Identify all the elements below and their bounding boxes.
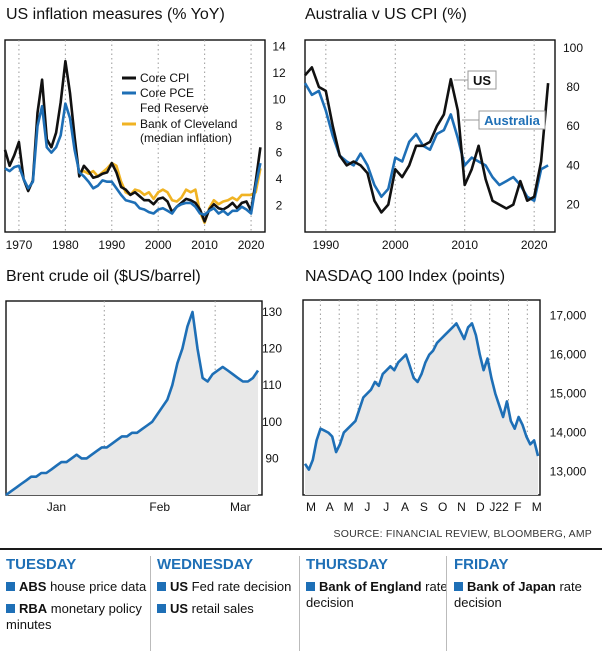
legend-label: Bank of Cleveland [140, 117, 237, 131]
bullet-square-icon [157, 604, 166, 613]
area-fill [6, 312, 258, 495]
bullet-square-icon [157, 582, 166, 591]
x-tick-label: O [438, 500, 447, 514]
y-tick-label: 20 [566, 198, 580, 212]
column-divider [299, 556, 300, 651]
y-tick-label: 4 [276, 172, 283, 186]
x-tick-label: 2000 [145, 238, 172, 252]
bullet-square-icon [306, 582, 315, 591]
y-tick-label: 14,000 [550, 426, 587, 440]
bullet-square-icon [454, 582, 463, 591]
x-tick-label: Jan [47, 500, 66, 514]
day-label: THURSDAY [306, 556, 388, 573]
x-tick-label: Mar [230, 500, 251, 514]
chart4-title: NASDAQ 100 Index (points) [305, 268, 506, 285]
calendar-thursday: THURSDAY Bank of England rate decision [306, 556, 451, 617]
x-tick-label: 2010 [191, 238, 218, 252]
series-line-nasdaq [303, 322, 540, 471]
series-line-australia [303, 82, 549, 202]
y-tick-label: 2 [276, 199, 283, 213]
calendar-item: US Fed rate decision [157, 579, 302, 595]
divider-rule [0, 548, 602, 550]
x-tick-label: 2010 [451, 238, 478, 252]
chart3-title: Brent crude oil ($US/barrel) [6, 268, 201, 285]
series-line-brent [5, 310, 260, 497]
x-tick-label: A [326, 500, 334, 514]
x-tick-label: M [532, 500, 542, 514]
calendar-wednesday: WEDNESDAY US Fed rate decision US retail… [157, 556, 302, 623]
series-line-1 [4, 102, 262, 217]
y-tick-label: 8 [276, 119, 283, 133]
x-tick-label: Feb [149, 500, 170, 514]
calendar-friday: FRIDAY Bank of Japan rate decision [454, 556, 599, 617]
day-label: TUESDAY [6, 556, 77, 573]
day-label: WEDNESDAY [157, 556, 254, 573]
y-tick-label: 90 [265, 451, 279, 465]
legend-label: Core PCE [140, 86, 194, 100]
calendar-item: RBA monetary policy minutes [6, 601, 142, 632]
x-tick-label: J22 [489, 500, 509, 514]
series-label-us: US [473, 73, 491, 88]
plot-frame [304, 39, 556, 233]
series-line-0 [3, 59, 262, 223]
x-tick-label: N [457, 500, 466, 514]
column-divider [150, 556, 151, 651]
y-tick-label: 100 [262, 415, 282, 429]
y-tick-label: 12 [272, 66, 286, 80]
x-tick-label: F [514, 500, 521, 514]
legend-label: Core CPI [140, 71, 189, 85]
chart1-title: US inflation measures (% YoY) [6, 6, 225, 23]
y-tick-label: 130 [262, 305, 282, 319]
y-tick-label: 80 [566, 80, 580, 94]
y-tick-label: 40 [566, 158, 580, 172]
y-tick-label: 14 [272, 40, 286, 54]
series-line-us [304, 66, 550, 214]
y-tick-label: 10 [272, 93, 286, 107]
x-tick-label: 2020 [521, 238, 548, 252]
y-tick-label: 120 [262, 342, 282, 356]
area-fill [305, 323, 538, 495]
chart2-title: Australia v US CPI (%) [305, 6, 467, 23]
y-tick-label: 16,000 [550, 348, 587, 362]
x-tick-label: S [420, 500, 428, 514]
y-tick-label: 17,000 [550, 309, 587, 323]
x-tick-label: M [306, 500, 316, 514]
x-tick-label: 2020 [238, 238, 265, 252]
x-tick-label: M [344, 500, 354, 514]
series-label-australia: Australia [484, 113, 540, 128]
y-tick-label: 60 [566, 119, 580, 133]
x-tick-label: 1980 [52, 238, 79, 252]
x-tick-label: D [476, 500, 485, 514]
x-tick-label: A [401, 500, 409, 514]
day-label: FRIDAY [454, 556, 509, 573]
plot-frame [4, 39, 266, 233]
x-tick-label: 2000 [382, 238, 409, 252]
x-tick-label: J [364, 500, 370, 514]
y-tick-label: 6 [276, 146, 283, 160]
y-tick-label: 100 [563, 41, 583, 55]
y-tick-label: 110 [262, 378, 281, 392]
calendar-item: Bank of England rate decision [306, 579, 448, 610]
bullet-square-icon [6, 604, 15, 613]
x-tick-label: 1970 [6, 238, 33, 252]
column-divider [446, 556, 447, 651]
y-tick-label: 13,000 [550, 465, 587, 479]
legend-label: Fed Reserve [140, 101, 209, 115]
source-note: SOURCE: FINANCIAL REVIEW, BLOOMBERG, AMP [333, 528, 592, 540]
calendar-item: Bank of Japan rate decision [454, 579, 582, 610]
y-tick-label: 15,000 [550, 387, 587, 401]
calendar-item: ABS house price data [6, 579, 151, 595]
x-tick-label: J [383, 500, 389, 514]
x-tick-label: 1990 [98, 238, 125, 252]
bullet-square-icon [6, 582, 15, 591]
calendar-tuesday: TUESDAY ABS house price data RBA monetar… [6, 556, 151, 639]
x-tick-label: 1990 [312, 238, 339, 252]
legend-label: (median inflation) [140, 131, 232, 145]
calendar-item: US retail sales [157, 601, 302, 617]
